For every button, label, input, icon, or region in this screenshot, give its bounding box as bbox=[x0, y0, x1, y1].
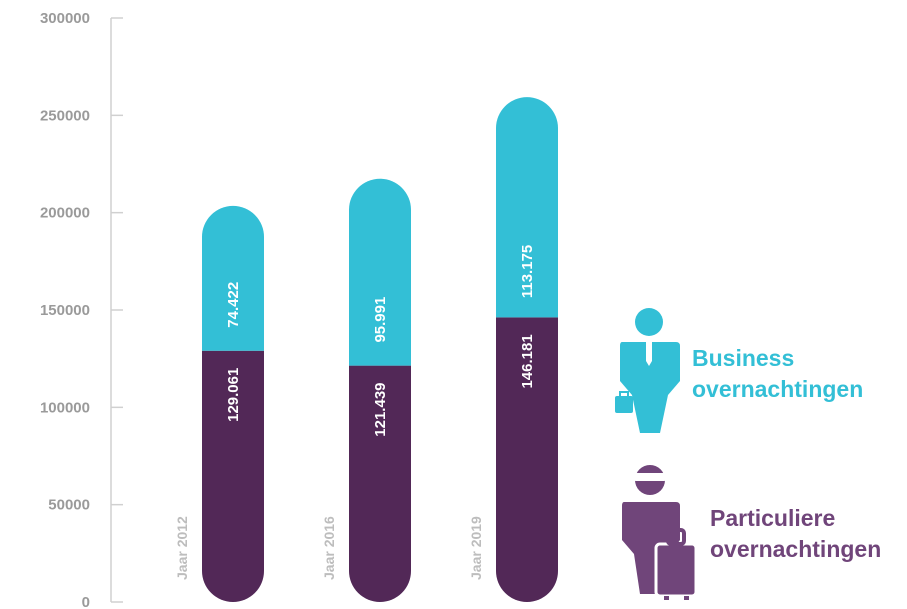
y-tick-label: 50000 bbox=[48, 497, 90, 514]
legend-business-line1: Business bbox=[692, 345, 795, 371]
legend-private-label: Particuliere overnachtingen bbox=[710, 503, 881, 565]
bar-value-label-business: 113.175 bbox=[519, 245, 536, 298]
legend-private-line1: Particuliere bbox=[710, 505, 836, 531]
bar-segment-particulier bbox=[202, 350, 264, 602]
y-tick-label: 100000 bbox=[40, 399, 90, 416]
bar-segment-business bbox=[496, 97, 558, 318]
x-category-label: Jaar 2012 bbox=[174, 516, 190, 580]
bar-value-label-business: 95.991 bbox=[372, 297, 389, 343]
bar-segment-particulier bbox=[496, 317, 558, 602]
bar-value-label-business: 74.422 bbox=[225, 282, 242, 328]
bar-segment-particulier bbox=[349, 365, 411, 602]
bar-value-label-particulier: 121.439 bbox=[372, 382, 389, 436]
y-tick-label: 0 bbox=[82, 594, 90, 609]
y-tick-label: 300000 bbox=[40, 10, 90, 27]
x-category-label: Jaar 2019 bbox=[468, 516, 484, 580]
y-tick-label: 250000 bbox=[40, 107, 90, 124]
legend-business-line2: overnachtingen bbox=[692, 376, 864, 402]
legend-business-label: Business overnachtingen bbox=[692, 343, 863, 405]
bar-segment-business bbox=[349, 178, 411, 366]
bar-value-label-particulier: 129.061 bbox=[225, 368, 242, 422]
y-tick-label: 150000 bbox=[40, 302, 90, 319]
bar-segment-business bbox=[202, 205, 264, 351]
x-category-label: Jaar 2016 bbox=[321, 516, 337, 580]
y-tick-label: 200000 bbox=[40, 205, 90, 222]
businessman-icon bbox=[615, 308, 680, 433]
legend-private-line2: overnachtingen bbox=[710, 536, 882, 562]
bar-value-label-particulier: 146.181 bbox=[519, 334, 536, 388]
traveler-with-suitcase-icon bbox=[622, 465, 698, 600]
